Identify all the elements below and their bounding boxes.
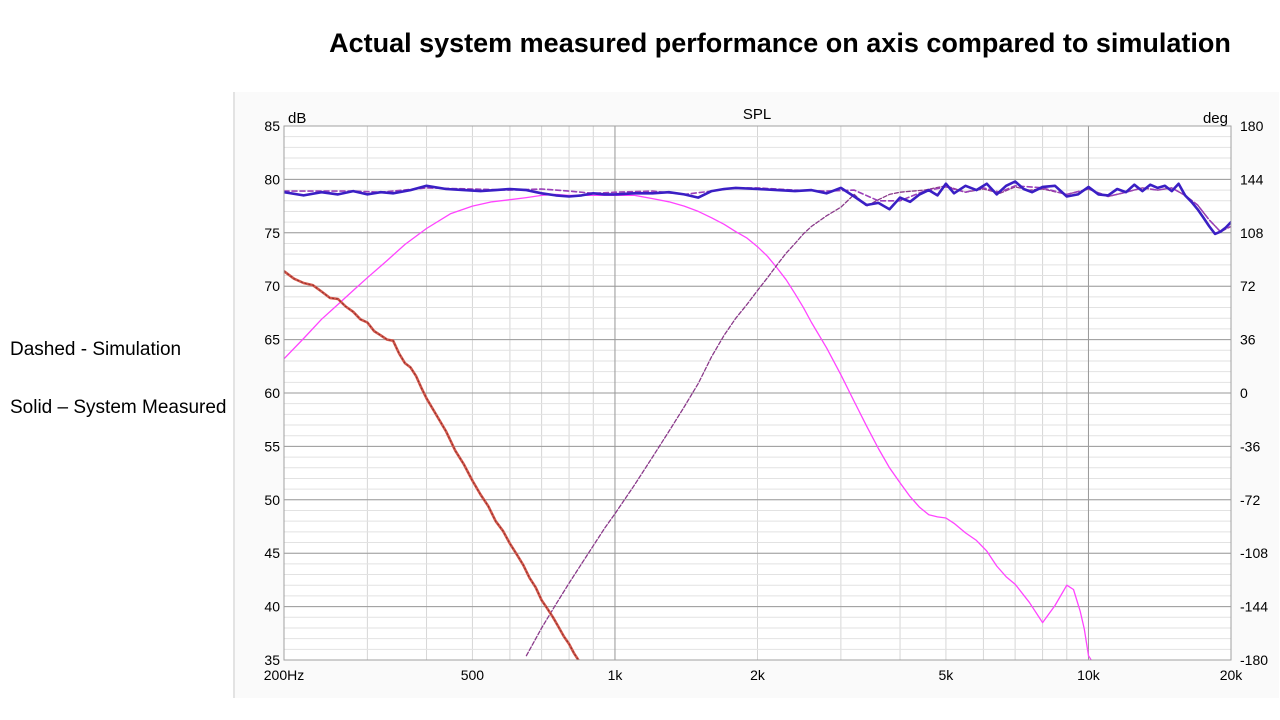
chart-frame: 85 80 75 70 65 60 55 50 45 40 35 180 144 108 72 36 0 -36 -… xyxy=(233,92,1279,698)
series-layer xyxy=(284,180,1231,660)
y2-axis-label: deg xyxy=(1203,110,1228,127)
solid-note: Solid – System Measured xyxy=(10,397,227,418)
y-tick-label: 55 xyxy=(264,438,280,454)
y2-tick-label: 0 xyxy=(1240,385,1248,401)
spl-chart: 85 80 75 70 65 60 55 50 45 40 35 180 144 108 72 36 0 -36 -… xyxy=(264,106,1268,683)
y2-tick-label: 108 xyxy=(1240,225,1264,241)
y-tick-label: 80 xyxy=(264,171,280,187)
series-line-total xyxy=(284,180,1231,236)
y-tick-label: 35 xyxy=(264,652,280,668)
y2-tick-label: -144 xyxy=(1240,599,1268,615)
y2-tick-label: -180 xyxy=(1240,652,1268,668)
y-tick-label: 75 xyxy=(264,225,280,241)
y-tick-label: 45 xyxy=(264,545,280,561)
y2-tick-label: -108 xyxy=(1240,545,1268,561)
y-tick-label: 65 xyxy=(264,332,280,348)
x-tick-label: 200Hz xyxy=(264,667,304,683)
series-line-phase xyxy=(284,193,1092,660)
plot-border xyxy=(283,125,1232,661)
dashed-note: Dashed - Simulation xyxy=(10,339,182,360)
x-tick-label: 20k xyxy=(1220,667,1244,683)
y2-tick-label: 180 xyxy=(1240,118,1264,134)
slide-title: Actual system measured performance on ax… xyxy=(329,28,1231,58)
y2-tick-label: 144 xyxy=(1240,171,1264,187)
x-tick-label: 1k xyxy=(608,667,624,683)
y-tick-label: 85 xyxy=(264,118,280,134)
y2-tick-label: -36 xyxy=(1240,438,1260,454)
y-tick-label: 70 xyxy=(264,278,280,294)
series-line-tweeter xyxy=(525,185,1231,657)
chart-title: SPL xyxy=(743,106,771,123)
y-tick-label: 50 xyxy=(264,492,280,508)
x-tick-label: 2k xyxy=(750,667,766,683)
x-tick-label: 5k xyxy=(939,667,955,683)
y-tick-label: 40 xyxy=(264,599,280,615)
y2-tick-label: 36 xyxy=(1240,332,1256,348)
y-tick-label: 60 xyxy=(264,385,280,401)
y2-tick-label: -72 xyxy=(1240,492,1260,508)
y-axis-label: dB xyxy=(288,110,306,127)
x-tick-label: 500 xyxy=(461,667,485,683)
y2-tick-label: 72 xyxy=(1240,278,1256,294)
tick-labels: 85 80 75 70 65 60 55 50 45 40 35 180 144 108 72 36 0 -36 -… xyxy=(264,118,1268,683)
x-tick-label: 10k xyxy=(1077,667,1101,683)
series-line-woofer-sim xyxy=(284,270,579,660)
